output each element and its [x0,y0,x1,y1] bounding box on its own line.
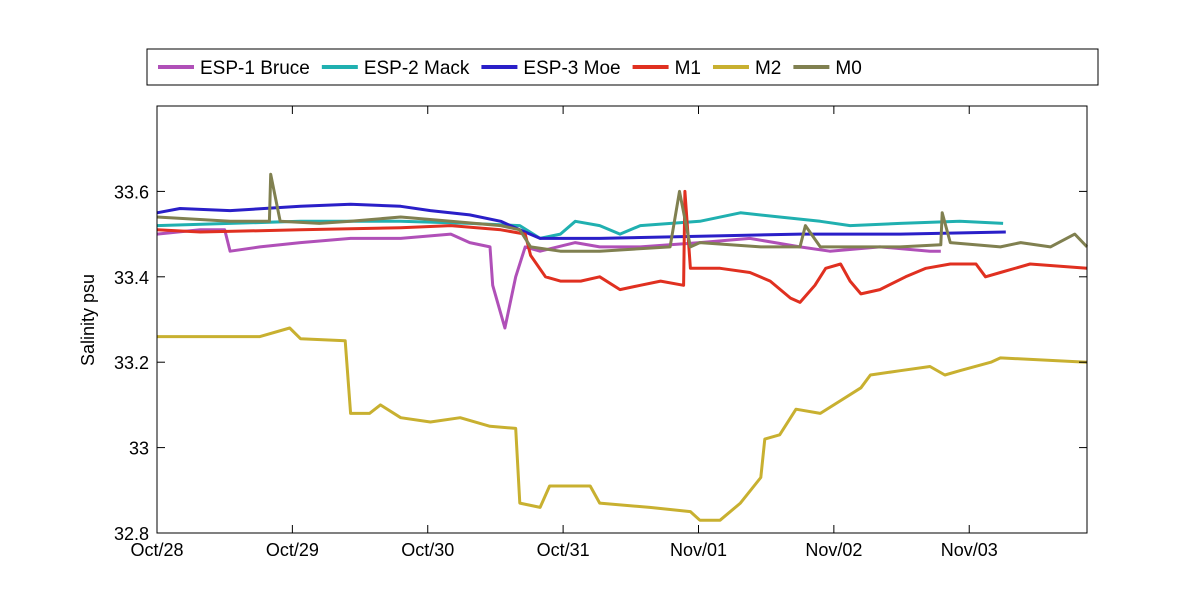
legend-label: M1 [675,58,701,79]
legend-item: ESP-2 Mack [321,58,470,79]
legend-item: M1 [632,58,701,79]
legend-label: M0 [835,58,861,79]
series-line-m1 [156,189,1088,304]
x-tick-label: Oct/30 [401,540,454,560]
y-tick-label: 33 [129,439,149,459]
y-tick-label: 33.2 [114,353,149,373]
y-tick-label: 32.8 [114,524,149,544]
y-axis-label: Salinity psu [78,274,98,366]
legend: ESP-1 Bruce ESP-2 Mack ESP-3 Moe M1 M2 M0 [146,48,1099,86]
legend-label: ESP-3 Moe [523,58,620,79]
legend-label: ESP-1 Bruce [200,58,310,79]
series-line-esp-2-mack [156,211,1004,240]
legend-item: M2 [712,58,781,79]
y-tick-label: 33.6 [114,182,149,202]
plot-frame [156,105,1088,534]
axes-layer: Oct/28 Oct/29 Oct/30 Oct/31 Nov/01 Nov/02 Nov/… [114,106,1087,560]
legend-item: ESP-1 Bruce [158,58,310,79]
x-tick-label: Oct/28 [130,540,183,560]
x-tick-label: Oct/31 [537,540,590,560]
y-tick-label: 33.4 [114,268,149,288]
x-tick-label: Nov/02 [805,540,862,560]
x-tick-label: Nov/03 [941,540,998,560]
series-line-m0 [156,172,1089,253]
x-tick-label: Oct/29 [266,540,319,560]
legend-item: M0 [793,58,862,79]
series-line-m2 [157,326,1088,522]
series-layer [156,172,1089,522]
x-tick-label: Nov/01 [670,540,727,560]
legend-label: ESP-2 Mack [364,58,470,79]
legend-item: ESP-3 Moe [481,58,621,79]
legend-label: M2 [755,58,781,79]
series-line-esp-3-moe [156,202,1006,240]
legend-box [146,48,1099,86]
